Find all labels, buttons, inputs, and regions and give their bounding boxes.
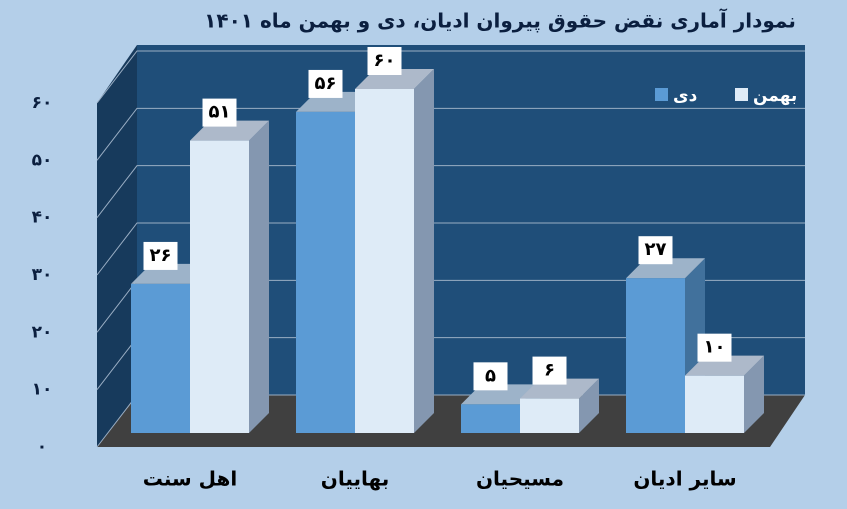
bar — [355, 69, 434, 433]
bar-front — [520, 398, 579, 433]
bar-front — [355, 89, 414, 433]
legend-label: دی — [673, 86, 698, 106]
x-tick-label: مسیحیان — [476, 467, 564, 491]
x-tick-label: سایر ادیان — [633, 467, 736, 491]
value-label: ۶۰ — [374, 50, 396, 71]
value-label-box — [367, 47, 402, 75]
grid-line — [96, 222, 805, 276]
value-label-box — [697, 333, 732, 362]
y-tick-label: ۱۰ — [32, 380, 53, 400]
grid-line — [96, 107, 805, 161]
value-label: ۱۰ — [704, 337, 726, 358]
value-label: ۲۷ — [645, 239, 667, 260]
bar-side — [744, 355, 764, 433]
grid-line — [96, 50, 805, 104]
legend-swatch — [735, 88, 748, 101]
value-label: ۶ — [544, 360, 555, 381]
bar-side — [579, 378, 599, 433]
bar-side — [414, 69, 434, 433]
bar-front — [626, 278, 685, 433]
side-wall — [97, 45, 137, 447]
grid-line — [96, 165, 805, 218]
value-label-box — [638, 236, 673, 265]
value-label: ۵ — [485, 365, 496, 386]
value-label-box — [532, 356, 567, 385]
y-tick-label: ۲۰ — [32, 322, 53, 342]
legend-swatch — [655, 88, 668, 101]
legend-label: بهمن — [753, 86, 797, 106]
chart-title: نمودار آماری نقض حقوق پیروان ادیان، دی و… — [204, 8, 796, 34]
y-tick-label: ۶۰ — [32, 93, 53, 113]
value-label-box — [473, 362, 508, 391]
value-label-box — [308, 69, 343, 98]
bar-front — [190, 140, 249, 433]
value-label: ۲۶ — [150, 245, 172, 266]
bar — [190, 120, 269, 433]
x-tick-label: بهاییان — [321, 467, 389, 491]
y-tick-label: ۰ — [37, 437, 47, 457]
value-label-box — [202, 98, 237, 127]
bar-front — [131, 283, 190, 433]
bar — [520, 378, 599, 433]
bar-side — [249, 120, 269, 433]
value-label: ۵۱ — [209, 102, 231, 123]
y-tick-label: ۳۰ — [32, 265, 53, 285]
value-label: ۵۶ — [315, 73, 337, 94]
y-tick-label: ۵۰ — [32, 150, 53, 170]
y-tick-label: ۴۰ — [32, 208, 53, 228]
x-tick-label: اهل سنت — [143, 467, 238, 491]
value-label-box — [143, 241, 178, 270]
bar-front — [461, 404, 520, 433]
bar — [685, 355, 764, 433]
bar-front — [685, 375, 744, 433]
bar-front — [296, 111, 355, 433]
